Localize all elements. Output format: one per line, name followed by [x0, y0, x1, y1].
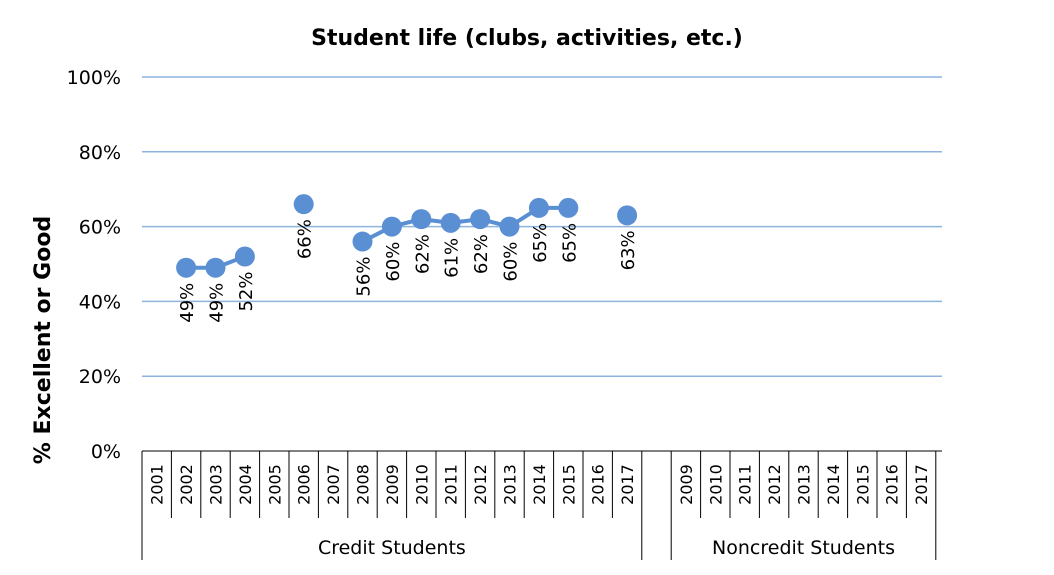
x-tick-label: 2013 [795, 464, 814, 505]
data-label: 61% [442, 238, 463, 278]
x-tick-label: 2003 [207, 464, 226, 505]
data-point [176, 257, 197, 278]
x-group-label: Credit Students [318, 537, 466, 559]
x-tick-label: 2015 [853, 464, 872, 505]
y-tick-label: 60% [79, 217, 121, 239]
series [176, 194, 638, 278]
data-label: 52% [236, 272, 257, 312]
x-tick-label: 2014 [824, 464, 843, 505]
y-tick-label: 100% [67, 67, 121, 89]
data-point [440, 212, 461, 233]
data-point [293, 194, 314, 215]
x-tick-label: 2001 [148, 464, 167, 505]
data-point [528, 197, 549, 218]
x-tick-label: 2014 [530, 464, 549, 505]
chart-title: Student life (clubs, activities, etc.) [311, 26, 743, 51]
data-point [617, 205, 638, 226]
data-point [470, 209, 491, 230]
y-tick-label: 80% [79, 142, 121, 164]
x-tick-label: 2007 [324, 464, 343, 505]
x-group-label: Noncredit Students [712, 537, 895, 559]
data-label: 60% [501, 242, 522, 282]
x-tick-label: 2013 [501, 464, 520, 505]
data-point [205, 257, 226, 278]
x-tick-label: 2016 [883, 464, 902, 505]
x-tick-label: 2012 [471, 464, 490, 505]
x-tick-label: 2010 [706, 464, 725, 505]
y-tick-label: 20% [79, 366, 121, 388]
data-point [411, 209, 432, 230]
data-label: 65% [559, 223, 580, 263]
x-tick-label: 2002 [177, 464, 196, 505]
data-label: 56% [354, 257, 375, 297]
x-tick-label: 2008 [354, 464, 373, 505]
x-tick-label: 2006 [295, 464, 314, 505]
x-tick-label: 2009 [677, 464, 696, 505]
data-label: 65% [530, 223, 551, 263]
data-label: 66% [295, 219, 316, 259]
x-tick-label: 2015 [559, 464, 578, 505]
data-point [234, 246, 255, 267]
x-tick-label: 2005 [265, 464, 284, 505]
x-axis: 2001 2002 2003 2004 2005 2006 2007 2008 2009 2010… [141, 450, 942, 560]
x-tick-label: 2017 [912, 464, 931, 505]
data-label: 60% [383, 242, 404, 282]
y-axis-label: % Excellent or Good [31, 216, 56, 464]
y-tick-label: 0% [91, 441, 121, 463]
data-point [558, 197, 579, 218]
x-tick-label: 2004 [236, 464, 255, 505]
x-tick-label: 2011 [442, 464, 461, 505]
data-point [352, 231, 373, 252]
x-tick-label: 2010 [412, 464, 431, 505]
y-tick-label: 40% [79, 291, 121, 313]
x-tick-label: 2011 [736, 464, 755, 505]
y-tick-labels: 0% 20% 40% 60% 80% 100% [67, 67, 121, 463]
gridlines [142, 76, 942, 377]
x-tick-label: 2017 [618, 464, 637, 505]
x-tick-label: 2016 [589, 464, 608, 505]
x-tick-label: 2009 [383, 464, 402, 505]
data-point [381, 216, 402, 237]
x-tick-label: 2012 [765, 464, 784, 505]
data-label: 49% [207, 283, 228, 323]
data-label: 62% [471, 234, 492, 274]
data-label: 62% [412, 234, 433, 274]
data-label: 49% [177, 283, 198, 323]
data-label: 63% [618, 230, 639, 270]
data-labels: 49% 49% 52% 66% 56% 60% 62% 61% 62% 60% 65% 65% 63% [177, 219, 639, 323]
data-point [499, 216, 520, 237]
